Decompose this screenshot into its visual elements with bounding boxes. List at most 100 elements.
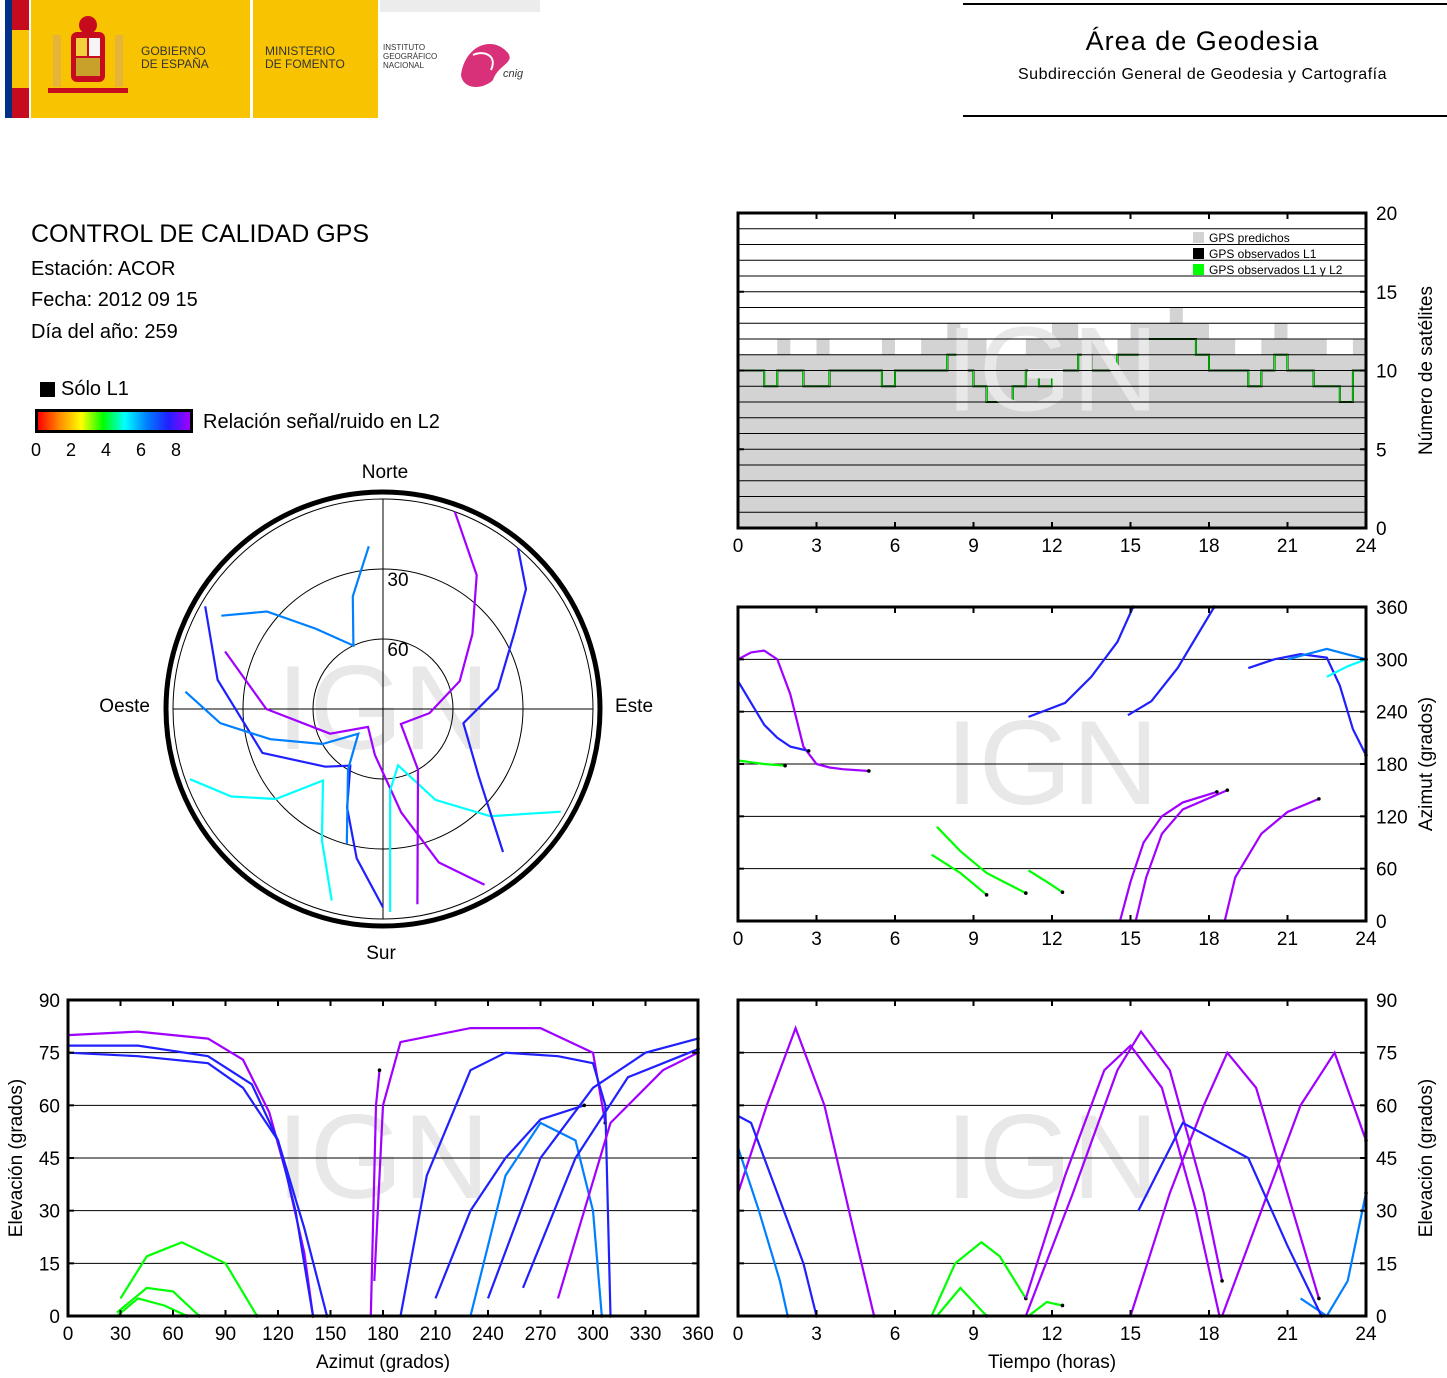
azimuth-time-track-0	[737, 649, 869, 773]
svg-text:cnig: cnig	[503, 68, 524, 80]
date-text: Fecha: 2012 09 15	[31, 289, 198, 311]
satellite-count-x-tick-label: 21	[1277, 536, 1298, 557]
satellite-count-y-tick-label: 5	[1376, 440, 1387, 461]
satellite-count-x-tick-label: 24	[1355, 536, 1377, 557]
azimuth-time-track-2	[737, 759, 786, 767]
header-rule-top	[963, 3, 1447, 5]
elevation-time-track-7	[1024, 1029, 1224, 1317]
snr-tick-2: 2	[66, 440, 77, 460]
elevation-time-x-tick-label: 9	[968, 1324, 979, 1345]
elevation-time-x-tick-label: 15	[1120, 1324, 1141, 1345]
elevation-time-track-4	[936, 1286, 988, 1317]
elevation-time-track-end-5	[1060, 1303, 1065, 1308]
elevation-azimuth-track-8	[116, 1297, 188, 1317]
gov-label: GOBIERNO DE ESPAÑA	[141, 44, 209, 71]
azimuth-time-track-7	[1127, 606, 1216, 717]
satellite-count-y-tick-label: 15	[1376, 283, 1397, 304]
satellite-count-y-tick-label: 10	[1376, 362, 1397, 383]
legend-label-2: GPS observados L1 y L2	[1209, 263, 1343, 277]
elevation-time-x-tick-label: 18	[1198, 1324, 1219, 1345]
elevation-azimuth-track-9	[469, 1121, 603, 1317]
azimuth-time-track-3	[936, 826, 1027, 895]
elevation-azimuth-track-4	[369, 1070, 381, 1317]
azimuth-time-x-tick-label: 3	[811, 929, 822, 950]
elevation-azimuth-y-tick-label: 60	[39, 1096, 60, 1117]
doy-text: Día del año: 259	[31, 321, 178, 343]
elevation-time-y-tick-label: 15	[1376, 1254, 1397, 1275]
elevation-azimuth-x-tick-label: 60	[162, 1324, 183, 1345]
elevation-time-x-tick-label: 21	[1277, 1324, 1298, 1345]
report-title: CONTROL DE CALIDAD GPS	[31, 220, 370, 248]
skyplot-track-2	[184, 690, 360, 845]
legend-swatch-0	[1193, 232, 1204, 243]
azimuth-time-track-end-8	[1215, 790, 1219, 794]
area-title: Área de Geodesia	[1085, 26, 1320, 56]
azimuth-time-x-tick-label: 0	[733, 929, 744, 950]
elevation-azimuth-y-tick-label: 75	[39, 1044, 60, 1065]
legend-swatch-1	[1193, 248, 1204, 259]
cnig-logo-icon: cnig	[461, 44, 524, 87]
snr-tick-6: 6	[136, 440, 147, 460]
elevation-azimuth-track-7	[116, 1286, 201, 1317]
elevation-time-track-end-7	[1220, 1279, 1224, 1283]
azimuth-time-watermark: IGN	[945, 696, 1158, 830]
skyplot-label-east: Este	[615, 696, 653, 717]
azimuth-time-x-tick-label: 18	[1198, 929, 1219, 950]
elevation-time-x-tick-label: 24	[1355, 1324, 1377, 1345]
skyplot-ring-label-30: 30	[387, 570, 408, 591]
elevation-time-y-tick-label: 75	[1376, 1044, 1397, 1065]
azimuth-time-y-tick-label: 60	[1376, 860, 1397, 881]
azimuth-time-y-axis-label: Azimut (grados)	[1416, 697, 1437, 831]
elevation-azimuth-track-2	[67, 1051, 315, 1317]
skyplot-track-1	[224, 650, 485, 886]
skyplot-track-4	[389, 763, 561, 912]
legend-label-1: GPS observados L1	[1209, 247, 1317, 261]
azimuth-time-track-9	[1134, 789, 1228, 922]
satellite-count-x-tick-label: 9	[968, 536, 979, 557]
elevation-azimuth-x-tick-label: 0	[63, 1324, 74, 1345]
azimuth-time-x-tick-label: 12	[1041, 929, 1062, 950]
elevation-azimuth-x-tick-label: 330	[630, 1324, 662, 1345]
elevation-time-y-tick-label: 30	[1376, 1202, 1397, 1223]
elevation-azimuth-y-tick-label: 45	[39, 1149, 60, 1170]
elevation-azimuth-track-5	[399, 1051, 612, 1317]
azimuth-time-track-end-0	[867, 769, 871, 773]
elevation-time-y-axis-label: Elevación (grados)	[1416, 1079, 1437, 1237]
snr-tick-0: 0	[31, 440, 42, 460]
elevation-azimuth-track-6	[119, 1241, 258, 1317]
skyplot-ring-label-60: 60	[387, 640, 408, 661]
skyplot-track-7	[221, 545, 370, 648]
azimuth-time-y-tick-label: 240	[1376, 703, 1408, 724]
l1-only-label: Sólo L1	[61, 378, 129, 400]
elevation-time-x-tick-label: 3	[811, 1324, 822, 1345]
elevation-azimuth-y-tick-label: 15	[39, 1254, 60, 1275]
azimuth-time-track-6	[1028, 606, 1135, 718]
skyplot-label-north: Norte	[362, 462, 408, 483]
elevation-azimuth-x-tick-label: 270	[525, 1324, 557, 1345]
elevation-azimuth-y-axis-label: Elevación (grados)	[6, 1079, 27, 1237]
elevation-azimuth-track-3	[373, 1027, 607, 1281]
azimuth-time-y-tick-label: 0	[1376, 912, 1387, 933]
elevation-time-y-tick-label: 90	[1376, 991, 1397, 1012]
elevation-time-y-tick-label: 60	[1376, 1096, 1397, 1117]
area-subtitle: Subdirección General de Geodesia y Carto…	[1018, 66, 1387, 83]
elevation-time-track-0	[736, 1024, 876, 1317]
station-text: Estación: ACOR	[31, 258, 176, 280]
satellite-count-x-tick-label: 0	[733, 536, 744, 557]
azimuth-time-x-tick-label: 24	[1355, 929, 1377, 950]
satellite-count-x-tick-label: 15	[1120, 536, 1141, 557]
elevation-time-x-axis-label: Tiempo (horas)	[988, 1352, 1116, 1373]
azimuth-time-track-12	[1287, 647, 1367, 661]
azimuth-time-track-end-1	[806, 749, 811, 753]
elevation-azimuth-x-tick-label: 30	[110, 1324, 131, 1345]
skyplot-label-south: Sur	[366, 943, 396, 964]
azimuth-time-x-tick-label: 9	[968, 929, 979, 950]
elevation-azimuth-track-1	[68, 1044, 329, 1317]
satellite-count-x-tick-label: 12	[1041, 536, 1062, 557]
azimuth-time-track-5	[1027, 869, 1064, 894]
elevation-time-track-11	[1137, 1121, 1323, 1317]
elevation-time-x-tick-label: 0	[733, 1324, 744, 1345]
spain-flag-icon	[5, 0, 29, 118]
elevation-azimuth-y-tick-label: 0	[49, 1307, 60, 1328]
